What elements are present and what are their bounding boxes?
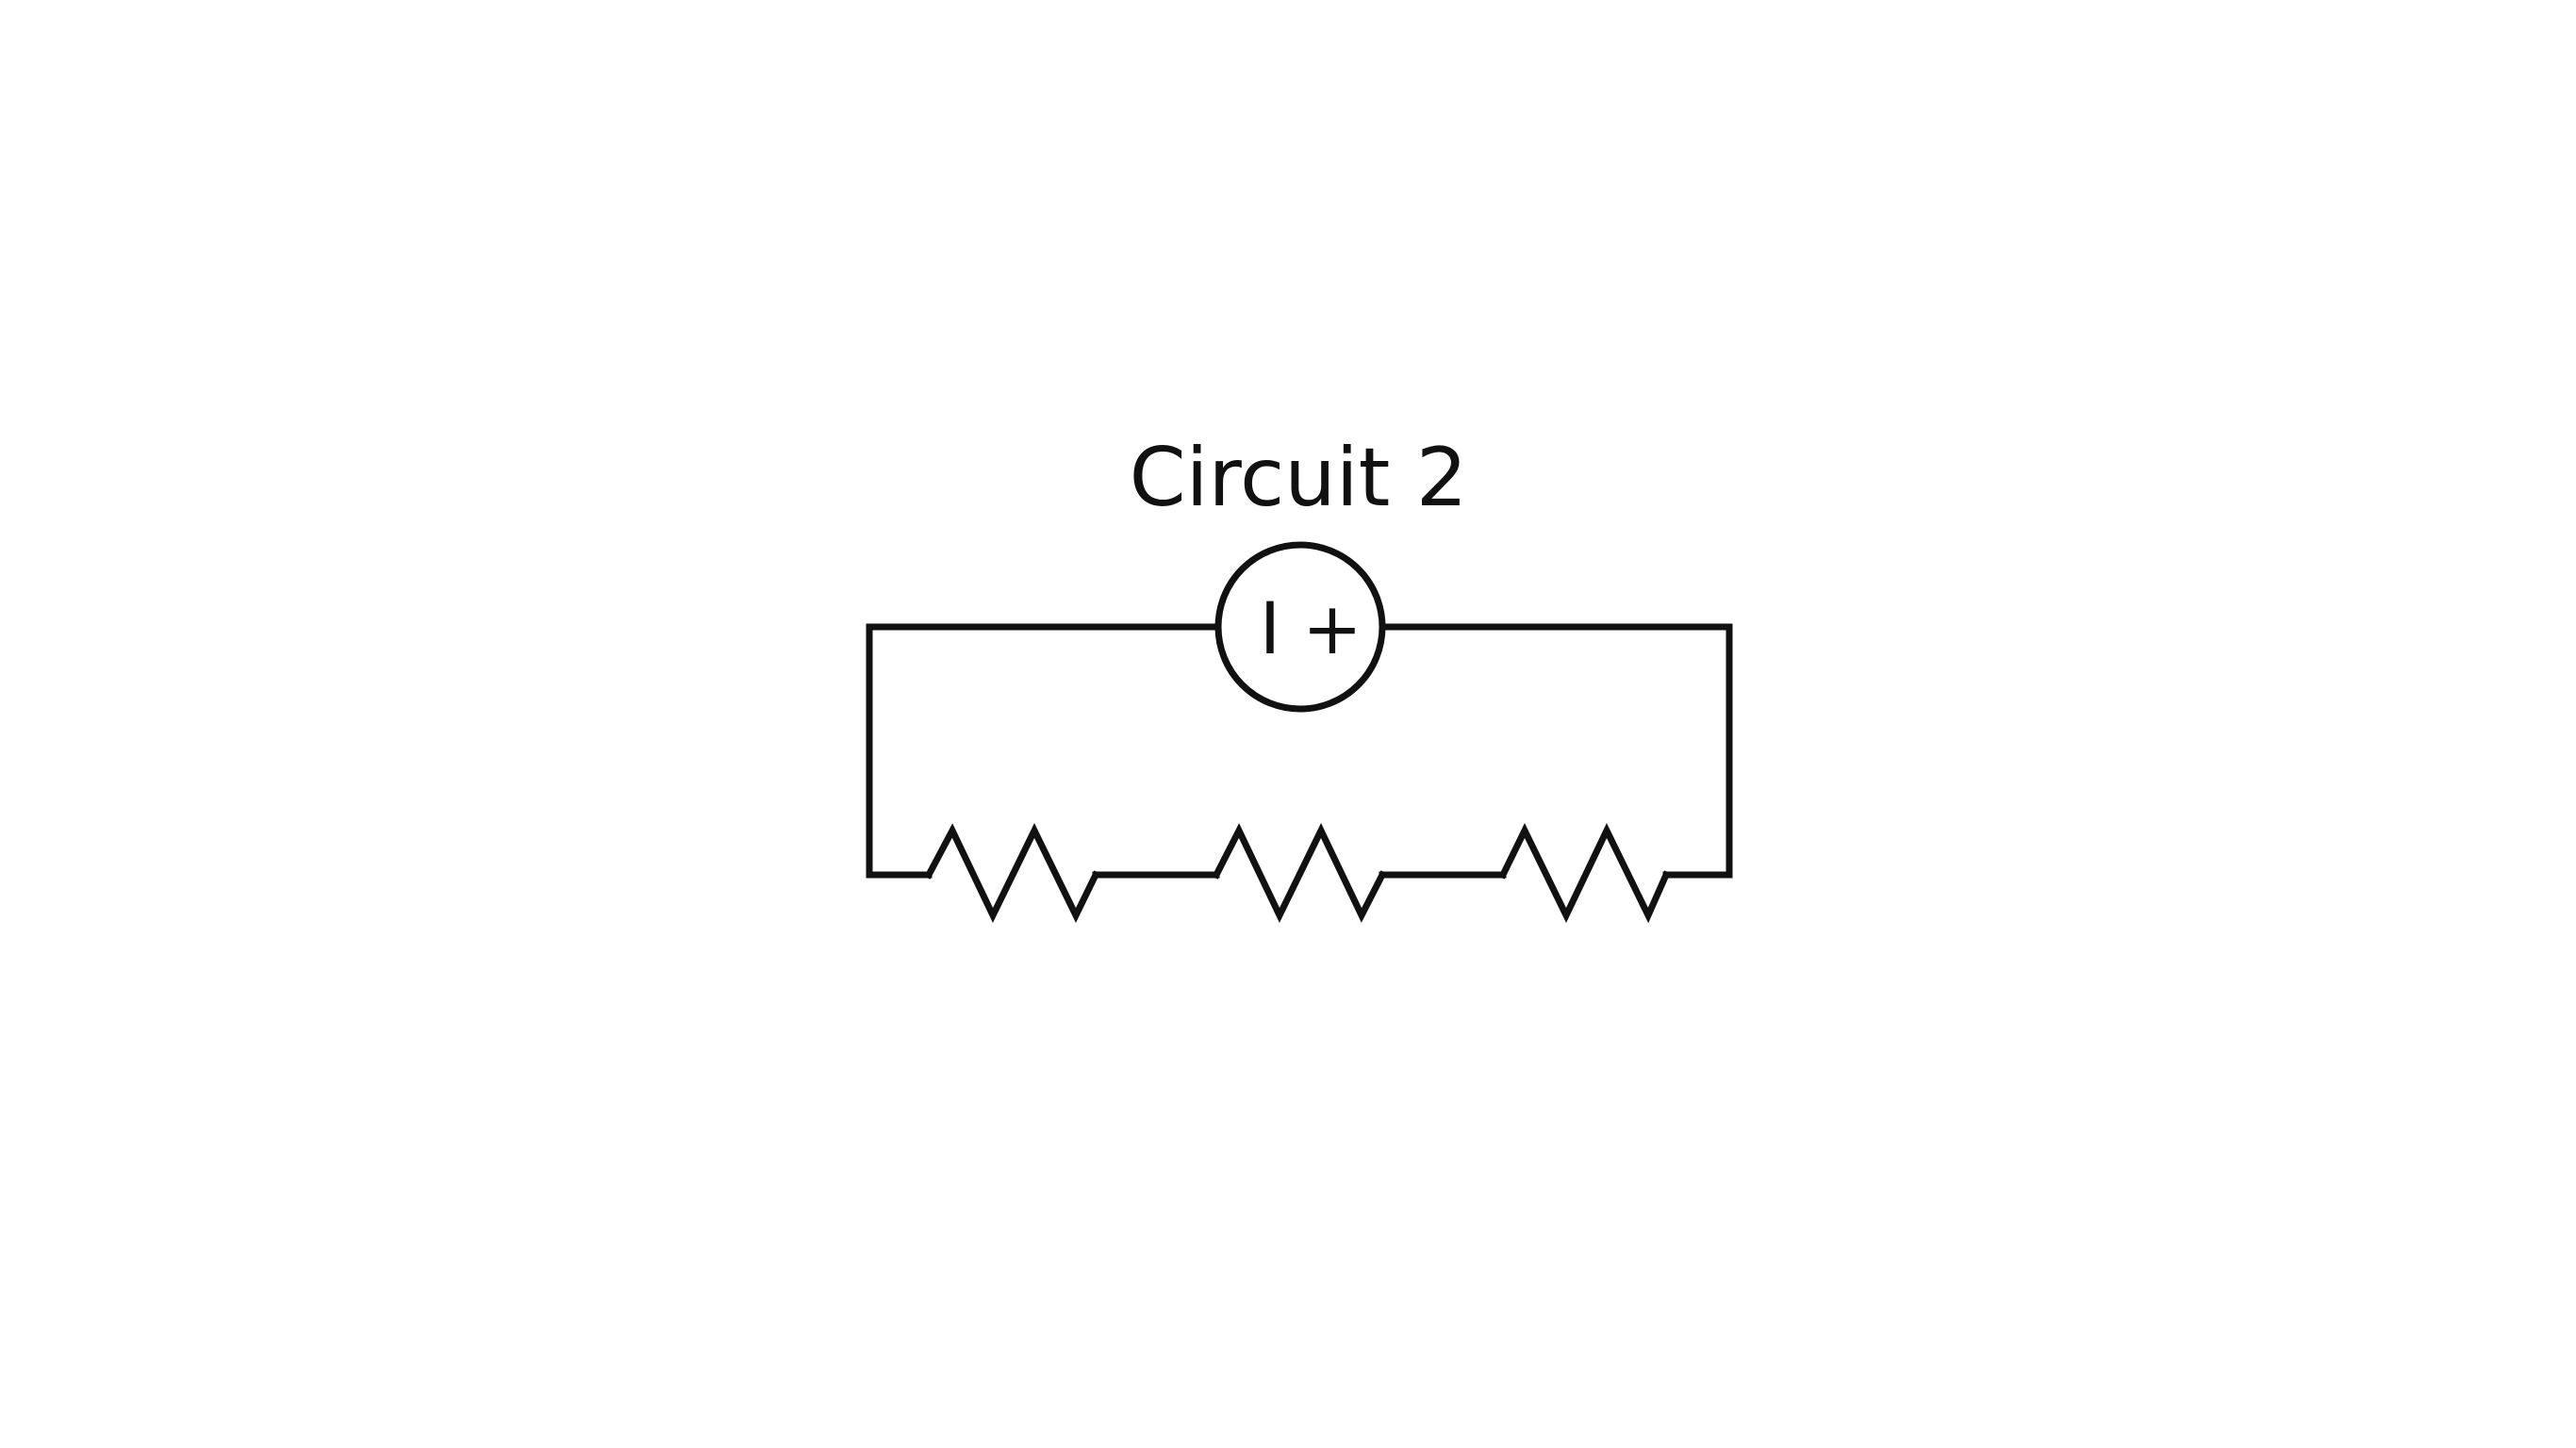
current-source-circle xyxy=(1214,541,1386,713)
resistor-2 xyxy=(1212,822,1387,924)
resistor-3 xyxy=(1498,822,1671,924)
source-polarity-label: + xyxy=(1302,586,1362,670)
source-current-label: I xyxy=(1260,586,1280,670)
resistor-1 xyxy=(924,823,1100,924)
wire-top-left xyxy=(866,623,1220,879)
wire-top-right xyxy=(1379,623,1733,879)
diagram-title: Circuit 2 xyxy=(1130,431,1468,525)
